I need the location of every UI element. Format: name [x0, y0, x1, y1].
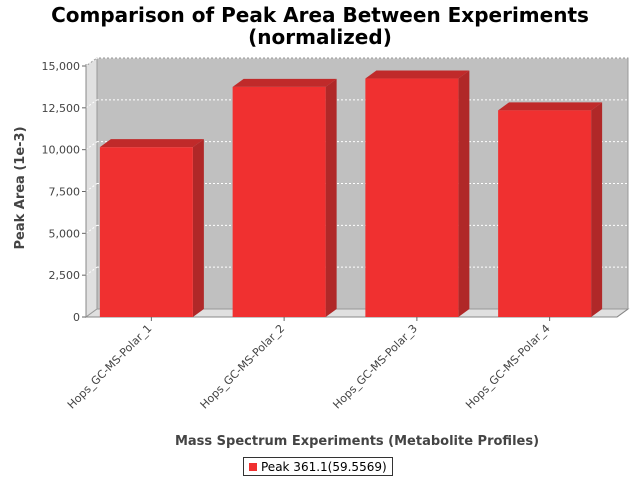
x-tick-label: Hops_GC-MS-Polar_2	[198, 322, 288, 412]
chart-subtitle: (normalized)	[248, 25, 392, 49]
bar-side	[192, 139, 204, 317]
y-axis-label: Peak Area (1e-3)	[13, 126, 28, 249]
x-axis-corner	[616, 308, 629, 318]
y-tick-label: 5,000	[49, 227, 81, 240]
plot-left-wall	[85, 57, 98, 318]
bar	[498, 110, 592, 318]
bar-top	[99, 139, 204, 148]
y-tick-label: 7,500	[49, 186, 81, 199]
bar-top	[365, 70, 470, 79]
bar	[365, 78, 459, 317]
y-tick-label: 0	[73, 311, 80, 324]
y-tick-label: 12,500	[42, 102, 81, 115]
y-tick-label: 10,000	[42, 144, 81, 157]
bar-top	[498, 102, 603, 111]
legend-swatch	[249, 462, 257, 471]
legend-label: Peak 361.1(59.5569)	[261, 459, 387, 474]
y-tick-label: 2,500	[49, 269, 81, 282]
bar-top	[232, 78, 337, 87]
chart-title: Comparison of Peak Area Between Experime…	[51, 3, 589, 27]
bar-side	[591, 102, 603, 318]
x-tick-label: Hops_GC-MS-Polar_4	[463, 322, 553, 412]
x-tick-label: Hops_GC-MS-Polar_1	[65, 322, 155, 412]
legend: Peak 361.1(59.5569)	[243, 457, 393, 476]
x-axis-label: Mass Spectrum Experiments (Metabolite Pr…	[175, 434, 539, 449]
bar	[99, 147, 193, 317]
bar-side	[325, 78, 337, 318]
y-tick-label: 15,000	[42, 60, 81, 73]
x-tick-label: Hops_GC-MS-Polar_3	[330, 322, 420, 412]
bar-side	[458, 70, 470, 317]
bar	[232, 86, 326, 318]
